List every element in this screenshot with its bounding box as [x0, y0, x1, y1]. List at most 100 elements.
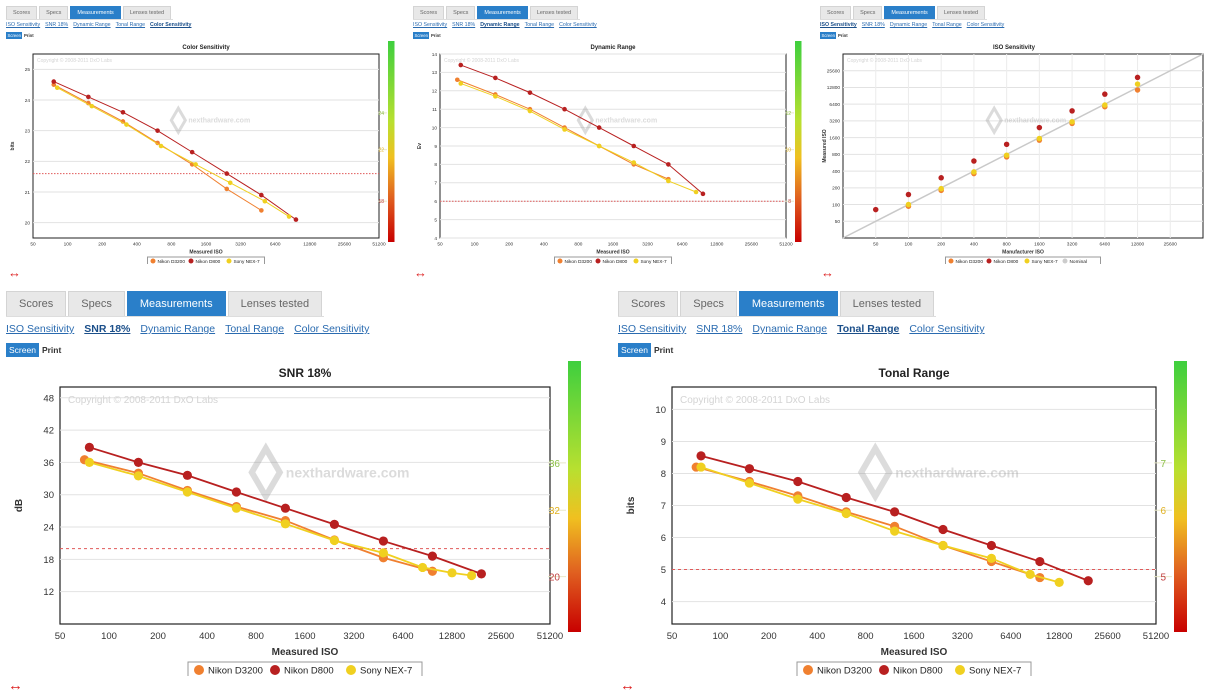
copyright-watermark: Copyright © 2008-2011 DxO Labs: [37, 57, 113, 64]
tab-specs[interactable]: Specs: [68, 291, 125, 316]
tab-lenses-tested[interactable]: Lenses tested: [839, 291, 935, 316]
plot-area: [32, 53, 380, 239]
legend-box: [796, 661, 1032, 676]
y-tick-label: 11: [432, 107, 437, 113]
series-sony-nex-7: [84, 457, 477, 581]
expand-arrow-icon[interactable]: ↔: [620, 677, 635, 694]
screen-print-toggle: Screen Print: [820, 32, 850, 39]
link-color-sensitivity[interactable]: Color Sensitivity: [150, 22, 192, 28]
quality-scale-bar: [795, 41, 802, 242]
series-line: [84, 458, 433, 573]
expand-arrow-icon[interactable]: ↔: [8, 677, 23, 694]
tab-specs[interactable]: Specs: [446, 6, 476, 19]
screen-button[interactable]: Screen: [820, 32, 837, 39]
screen-button[interactable]: Screen: [413, 32, 430, 39]
link-tonal-range[interactable]: Tonal Range: [524, 22, 555, 28]
tab-lenses-tested[interactable]: Lenses tested: [122, 6, 172, 19]
screen-button[interactable]: Screen: [6, 343, 39, 357]
print-button[interactable]: Print: [429, 32, 443, 39]
link-snr-18[interactable]: SNR 18%: [452, 22, 476, 28]
screen-button[interactable]: Screen: [6, 32, 23, 39]
link-snr-18[interactable]: SNR 18%: [45, 22, 69, 28]
x-tick-label: 1600: [608, 242, 619, 248]
tab-lenses-tested[interactable]: Lenses tested: [529, 6, 579, 19]
link-tonal-range[interactable]: Tonal Range: [225, 323, 285, 335]
link-dynamic-range[interactable]: Dynamic Range: [73, 22, 111, 28]
tab-specs[interactable]: Specs: [853, 6, 883, 19]
data-point: [596, 125, 602, 130]
print-button[interactable]: Print: [836, 32, 850, 39]
data-point: [1134, 81, 1141, 87]
tab-measurements[interactable]: Measurements: [126, 291, 226, 316]
tab-measurements[interactable]: Measurements: [477, 6, 528, 19]
link-color-sensitivity[interactable]: Color Sensitivity: [909, 323, 985, 335]
brand-watermark-text: nexthardware.com: [188, 118, 250, 125]
tab-measurements[interactable]: Measurements: [70, 6, 121, 19]
tab-measurements[interactable]: Measurements: [884, 6, 935, 19]
legend-marker: [803, 665, 813, 675]
copyright-watermark: Copyright © 2008-2011 DxO Labs: [847, 57, 923, 64]
link-iso-sensitivity[interactable]: ISO Sensitivity: [6, 323, 75, 335]
print-button[interactable]: Print: [22, 32, 36, 39]
link-iso-sensitivity[interactable]: ISO Sensitivity: [6, 22, 41, 28]
y-tick-label: 9: [661, 437, 666, 448]
link-dynamic-range[interactable]: Dynamic Range: [889, 22, 928, 28]
x-tick-label: 200: [937, 242, 945, 248]
expand-arrow-icon[interactable]: ↔: [821, 265, 834, 280]
x-tick-label: 100: [712, 631, 728, 642]
x-tick-label: 400: [540, 242, 548, 248]
expand-arrow-icon[interactable]: ↔: [8, 265, 21, 280]
link-iso-sensitivity[interactable]: ISO Sensitivity: [413, 22, 448, 28]
link-iso-sensitivity[interactable]: ISO Sensitivity: [820, 22, 857, 28]
link-snr-18[interactable]: SNR 18%: [861, 22, 885, 28]
link-color-sensitivity[interactable]: Color Sensitivity: [294, 323, 370, 335]
legend-box: [147, 256, 265, 264]
tab-scores[interactable]: Scores: [820, 6, 852, 19]
y-tick-label: 9: [434, 144, 437, 150]
screen-button[interactable]: Screen: [618, 343, 651, 357]
y-tick-label: 50: [835, 219, 841, 225]
chart-tonal: Tonal Range 4 5 6 7 8 9 10 50 100 200 400 800 1600 320…: [626, 361, 1187, 676]
data-point: [696, 451, 706, 461]
tab-scores[interactable]: Scores: [413, 6, 445, 19]
print-button[interactable]: Print: [650, 343, 677, 357]
chart-color: Color Sensitivity 20 21 22 23 24 25 50 100 200 400…: [10, 41, 395, 264]
tab-measurements[interactable]: Measurements: [738, 291, 838, 316]
tab-scores[interactable]: Scores: [618, 291, 679, 316]
x-tick-label: 3200: [952, 631, 973, 642]
data-point: [596, 143, 602, 149]
link-dynamic-range[interactable]: Dynamic Range: [752, 323, 828, 335]
tab-scores[interactable]: Scores: [6, 291, 67, 316]
link-snr-18[interactable]: SNR 18%: [696, 323, 743, 335]
data-point: [378, 548, 388, 558]
link-color-sensitivity[interactable]: Color Sensitivity: [966, 22, 1005, 28]
nominal-line: [842, 53, 1204, 239]
link-snr-18[interactable]: SNR 18%: [84, 323, 131, 335]
legend-box: [945, 256, 1101, 264]
y-axis-label: Measured ISO: [822, 129, 828, 162]
tab-scores[interactable]: Scores: [6, 6, 38, 19]
link-iso-sensitivity[interactable]: ISO Sensitivity: [618, 323, 687, 335]
print-button[interactable]: Print: [38, 343, 65, 357]
chart-iso: ISO Sensitivity 50 100 200 400 800 1600 3200 640…: [822, 45, 1204, 264]
tab-lenses-tested[interactable]: Lenses tested: [227, 291, 323, 316]
y-tick-label: 6: [661, 533, 666, 544]
link-tonal-range[interactable]: Tonal Range: [932, 22, 962, 28]
tab-lenses-tested[interactable]: Lenses tested: [936, 6, 986, 19]
tab-specs[interactable]: Specs: [680, 291, 737, 316]
data-point: [286, 214, 292, 219]
link-tonal-range[interactable]: Tonal Range: [115, 22, 146, 28]
link-color-sensitivity[interactable]: Color Sensitivity: [559, 22, 597, 28]
x-tick-label: 12800: [439, 631, 465, 642]
link-dynamic-range[interactable]: Dynamic Range: [480, 22, 520, 28]
data-point: [120, 109, 126, 115]
data-point: [193, 162, 198, 167]
link-dynamic-range[interactable]: Dynamic Range: [140, 323, 216, 335]
y-tick-label: 24: [43, 523, 54, 534]
tab-specs[interactable]: Specs: [39, 6, 69, 19]
screen-print-toggle: Screen Print: [413, 32, 443, 39]
link-tonal-range[interactable]: Tonal Range: [837, 323, 900, 335]
expand-arrow-icon[interactable]: ↔: [414, 265, 427, 280]
y-tick-label: 13: [432, 70, 438, 76]
data-point: [259, 208, 264, 213]
